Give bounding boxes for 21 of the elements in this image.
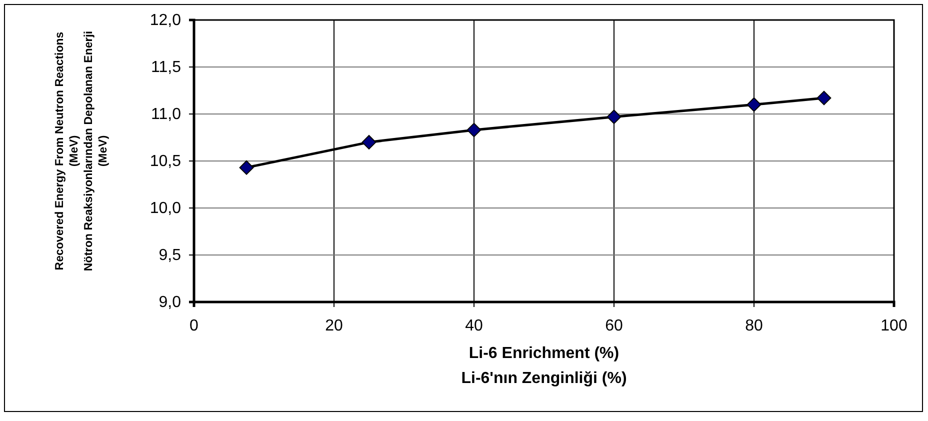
point xyxy=(362,134,376,150)
point xyxy=(606,110,622,124)
x-tick-label: 20 xyxy=(325,317,343,334)
point xyxy=(816,90,832,106)
y-tick-label: 11,5 xyxy=(151,59,182,76)
x-tick-label: 80 xyxy=(745,317,763,334)
x-tick-label: 40 xyxy=(465,317,483,334)
point xyxy=(746,97,762,112)
x-tick-label: 0 xyxy=(190,317,199,334)
x-tick-label: 60 xyxy=(605,317,623,334)
y-tick-label: 12,0 xyxy=(150,12,182,30)
y-tick-label: 10,0 xyxy=(150,200,182,218)
y-axis-title: Recovered Energy From Neutron Reactions (MeV) Nötron Reaksiyonlarından Depolanan Enerji (MeV) xyxy=(54,30,110,272)
x-axis-title: Li-6 Enrichment (%) Li-6'nın Zenginliği (%) xyxy=(461,345,627,387)
x-tick-label: 100 xyxy=(880,317,908,334)
y-tick-label: 9,0 xyxy=(158,294,182,312)
y-tick-label: 10,5 xyxy=(150,153,182,170)
y-tick-label: 11,0 xyxy=(151,106,182,124)
y-tick-label: 9,5 xyxy=(158,247,182,264)
point xyxy=(239,160,254,175)
point xyxy=(466,122,482,138)
